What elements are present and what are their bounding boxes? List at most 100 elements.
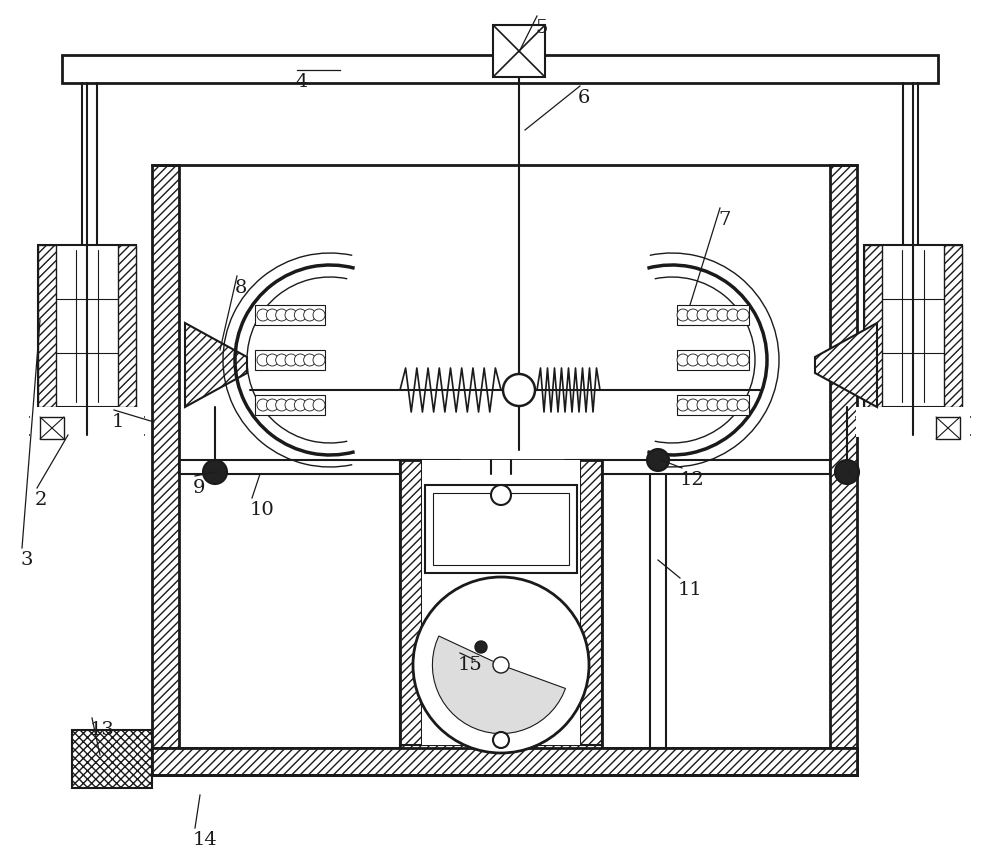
Text: 15: 15	[458, 656, 483, 674]
Bar	[580, 460, 602, 765]
Circle shape	[687, 399, 699, 411]
Circle shape	[697, 309, 709, 321]
Circle shape	[737, 399, 749, 411]
Circle shape	[727, 309, 739, 321]
Circle shape	[257, 309, 269, 321]
Text: 3: 3	[20, 551, 32, 569]
Circle shape	[737, 309, 749, 321]
Bar	[30, 407, 144, 437]
Circle shape	[687, 354, 699, 366]
Text: 4: 4	[295, 73, 307, 91]
Bar	[864, 245, 962, 407]
Circle shape	[687, 309, 699, 321]
Text: 1: 1	[112, 413, 124, 431]
Text: 11: 11	[678, 581, 703, 599]
Circle shape	[697, 399, 709, 411]
Circle shape	[697, 354, 709, 366]
Circle shape	[727, 354, 739, 366]
Circle shape	[677, 399, 689, 411]
Circle shape	[276, 309, 288, 321]
Circle shape	[707, 309, 719, 321]
Bar	[255, 350, 325, 370]
Text: 7: 7	[718, 211, 730, 229]
Circle shape	[493, 657, 509, 673]
Circle shape	[727, 399, 739, 411]
Bar	[255, 395, 325, 415]
Circle shape	[257, 399, 269, 411]
Text: 8: 8	[235, 279, 247, 297]
Text: 13: 13	[90, 721, 115, 739]
Bar	[830, 165, 857, 775]
Bar	[152, 748, 857, 775]
Circle shape	[304, 354, 316, 366]
Text: 9: 9	[193, 479, 206, 497]
Circle shape	[266, 399, 278, 411]
Text: 10: 10	[250, 501, 275, 519]
Bar	[400, 460, 422, 765]
Bar	[433, 493, 569, 565]
Polygon shape	[185, 323, 247, 407]
Circle shape	[276, 399, 288, 411]
Bar	[62, 55, 938, 83]
Bar	[255, 305, 325, 325]
Circle shape	[503, 374, 535, 406]
Bar	[422, 460, 580, 745]
Circle shape	[304, 309, 316, 321]
Circle shape	[294, 309, 306, 321]
Bar	[677, 305, 749, 325]
Bar	[38, 245, 136, 407]
Circle shape	[313, 399, 325, 411]
Bar	[72, 730, 152, 788]
Circle shape	[285, 399, 297, 411]
Bar	[400, 460, 602, 765]
Circle shape	[266, 354, 278, 366]
Circle shape	[707, 354, 719, 366]
Text: 14: 14	[193, 831, 218, 849]
Text: 12: 12	[680, 471, 705, 489]
Circle shape	[717, 399, 729, 411]
Circle shape	[257, 354, 269, 366]
Circle shape	[285, 354, 297, 366]
Circle shape	[677, 309, 689, 321]
Circle shape	[294, 354, 306, 366]
Circle shape	[294, 399, 306, 411]
Circle shape	[707, 399, 719, 411]
Circle shape	[717, 309, 729, 321]
Polygon shape	[815, 323, 877, 407]
Circle shape	[285, 309, 297, 321]
Circle shape	[717, 354, 729, 366]
Bar	[425, 485, 577, 573]
Circle shape	[266, 309, 278, 321]
Bar	[864, 245, 882, 407]
Bar	[400, 745, 602, 765]
Circle shape	[313, 309, 325, 321]
Bar	[118, 245, 136, 407]
Bar	[677, 395, 749, 415]
Bar	[152, 748, 857, 775]
Circle shape	[835, 460, 859, 484]
Bar	[856, 407, 970, 437]
Bar	[493, 25, 545, 77]
Bar	[38, 245, 56, 407]
Circle shape	[493, 732, 509, 748]
Text: 5: 5	[535, 19, 547, 37]
Text: 2: 2	[35, 491, 47, 509]
Bar	[677, 350, 749, 370]
Circle shape	[313, 354, 325, 366]
Text: 6: 6	[578, 89, 590, 107]
Bar	[936, 417, 960, 439]
Bar	[179, 165, 830, 748]
Circle shape	[413, 577, 589, 753]
Bar	[40, 417, 64, 439]
Circle shape	[475, 641, 487, 653]
Circle shape	[677, 354, 689, 366]
Bar	[152, 165, 179, 775]
Circle shape	[491, 485, 511, 505]
Polygon shape	[432, 636, 566, 733]
Bar	[944, 245, 962, 407]
Circle shape	[304, 399, 316, 411]
Circle shape	[647, 449, 669, 471]
Circle shape	[203, 460, 227, 484]
Circle shape	[276, 354, 288, 366]
Circle shape	[737, 354, 749, 366]
